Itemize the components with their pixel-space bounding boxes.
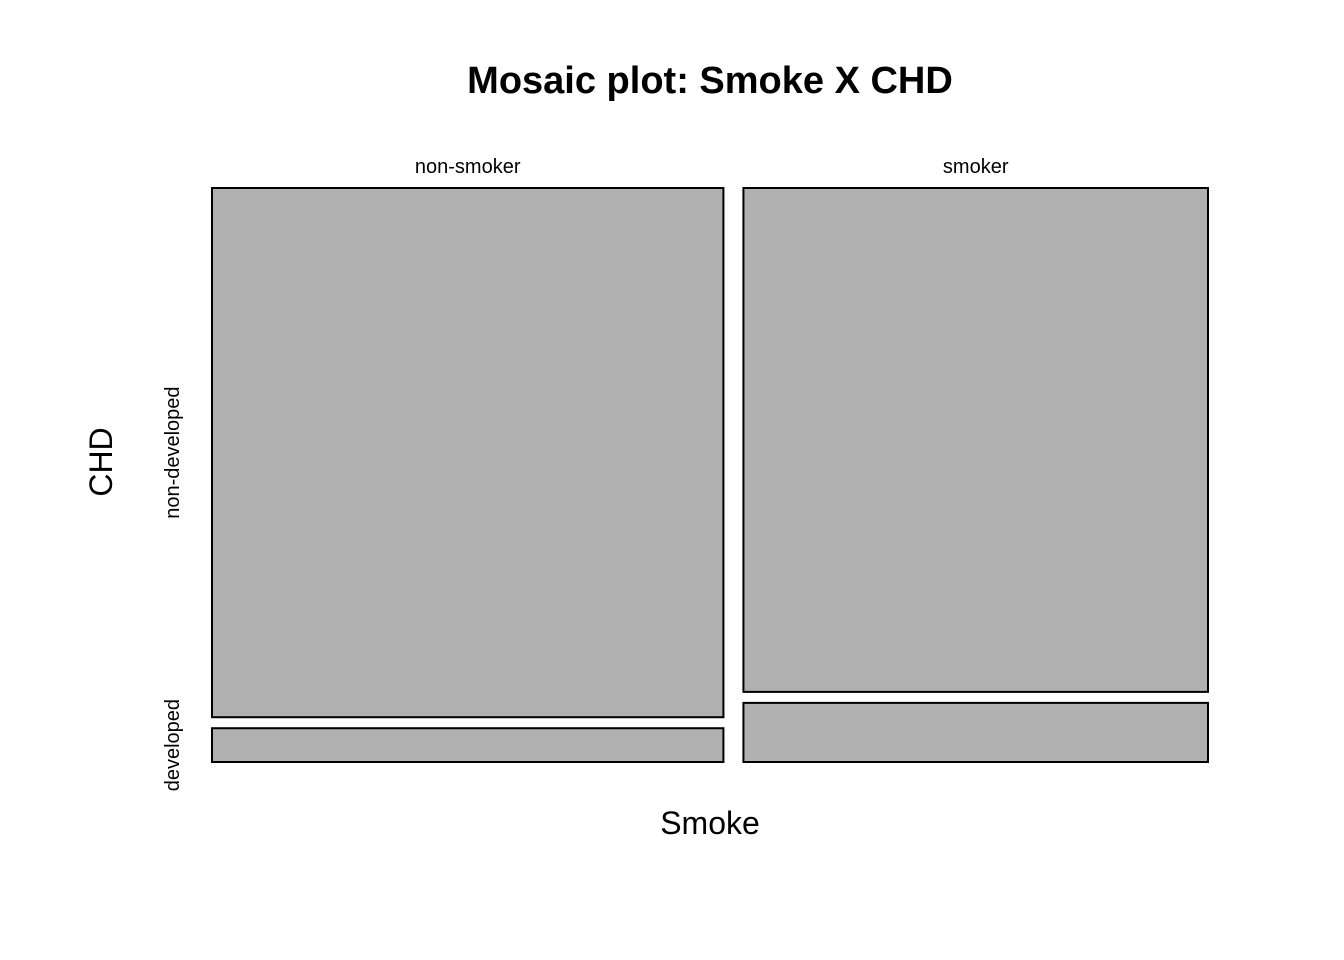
mosaic-tiles <box>211 187 1209 764</box>
chart-title: Mosaic plot: Smoke X CHD <box>467 60 953 102</box>
tile-non-smoker-developed <box>211 727 725 763</box>
category-labels: non-smoker smoker non-developed developed <box>162 156 1009 791</box>
y-category-label-non-developed: non-developed <box>162 386 184 518</box>
x-category-label-smoker: smoker <box>943 156 1009 178</box>
tile-smoker-non-developed <box>742 187 1209 693</box>
x-axis-title: Smoke <box>660 805 760 841</box>
y-axis-title: CHD <box>83 427 119 496</box>
x-category-label-non-smoker: non-smoker <box>415 156 521 178</box>
tile-smoker-developed <box>742 701 1209 764</box>
y-category-label-developed: developed <box>162 699 184 791</box>
tile-non-smoker-non-developed <box>211 187 725 719</box>
